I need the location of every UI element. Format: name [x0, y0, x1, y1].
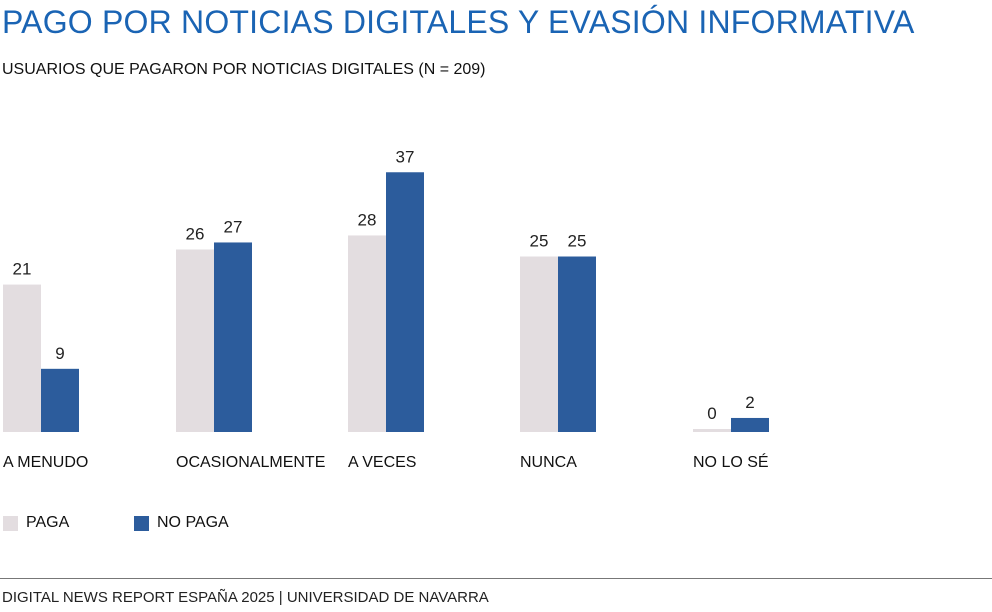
category-label-a-veces: A VECES: [348, 454, 416, 471]
data-label-no-paga-nunca: 25: [568, 232, 587, 251]
bar-paga-no-lo-se: [693, 429, 731, 432]
bar-no-paga-no-lo-se: [731, 417, 769, 432]
bar-paga-ocasionalmente: [176, 249, 214, 432]
data-label-paga-nunca: 25: [530, 232, 549, 251]
legend-label-paga: PAGA: [26, 514, 70, 531]
bar-no-paga-a-menudo: [41, 368, 79, 432]
legend-item-no-paga: NO PAGA: [134, 513, 229, 533]
chart-subtitle: USUARIOS QUE PAGARON POR NOTICIAS DIGITA…: [2, 61, 486, 78]
footer-divider: [0, 578, 992, 579]
category-label-a-menudo: A MENUDO: [3, 454, 88, 471]
bar-chart: 21 9 A MENUDO 26 27 OCASIONALMENTE 28 37 A VECES…: [3, 147, 769, 471]
category-label-nunca: NUNCA: [520, 454, 577, 471]
bar-no-paga-ocasionalmente: [214, 242, 252, 432]
bar-paga-a-menudo: [3, 284, 41, 432]
bar-paga-nunca: [520, 256, 558, 432]
data-label-paga-a-menudo: 21: [13, 260, 32, 279]
data-label-paga-a-veces: 28: [358, 210, 377, 229]
footer-source: DIGITAL NEWS REPORT ESPAÑA 2025 | UNIVER…: [2, 589, 489, 606]
bar-no-paga-a-veces: [386, 172, 424, 432]
category-label-ocasionalmente: OCASIONALMENTE: [176, 454, 325, 471]
legend-label-no-paga: NO PAGA: [157, 514, 229, 531]
data-label-no-paga-ocasionalmente: 27: [224, 217, 243, 236]
data-label-no-paga-no-lo-se: 2: [745, 393, 754, 412]
data-label-no-paga-a-menudo: 9: [55, 344, 64, 363]
category-label-no-lo-se: NO LO SÉ: [693, 452, 769, 471]
chart-title: PAGO POR NOTICIAS DIGITALES Y EVASIÓN IN…: [2, 4, 915, 40]
legend-swatch-no-paga: [134, 515, 149, 531]
data-label-paga-ocasionalmente: 26: [186, 224, 205, 243]
legend-swatch-paga: [3, 515, 18, 531]
bar-paga-a-veces: [348, 235, 386, 432]
bar-no-paga-nunca: [558, 256, 596, 432]
legend-item-paga: PAGA: [3, 513, 69, 533]
data-label-paga-no-lo-se: 0: [707, 404, 716, 423]
data-label-no-paga-a-veces: 37: [396, 147, 415, 166]
